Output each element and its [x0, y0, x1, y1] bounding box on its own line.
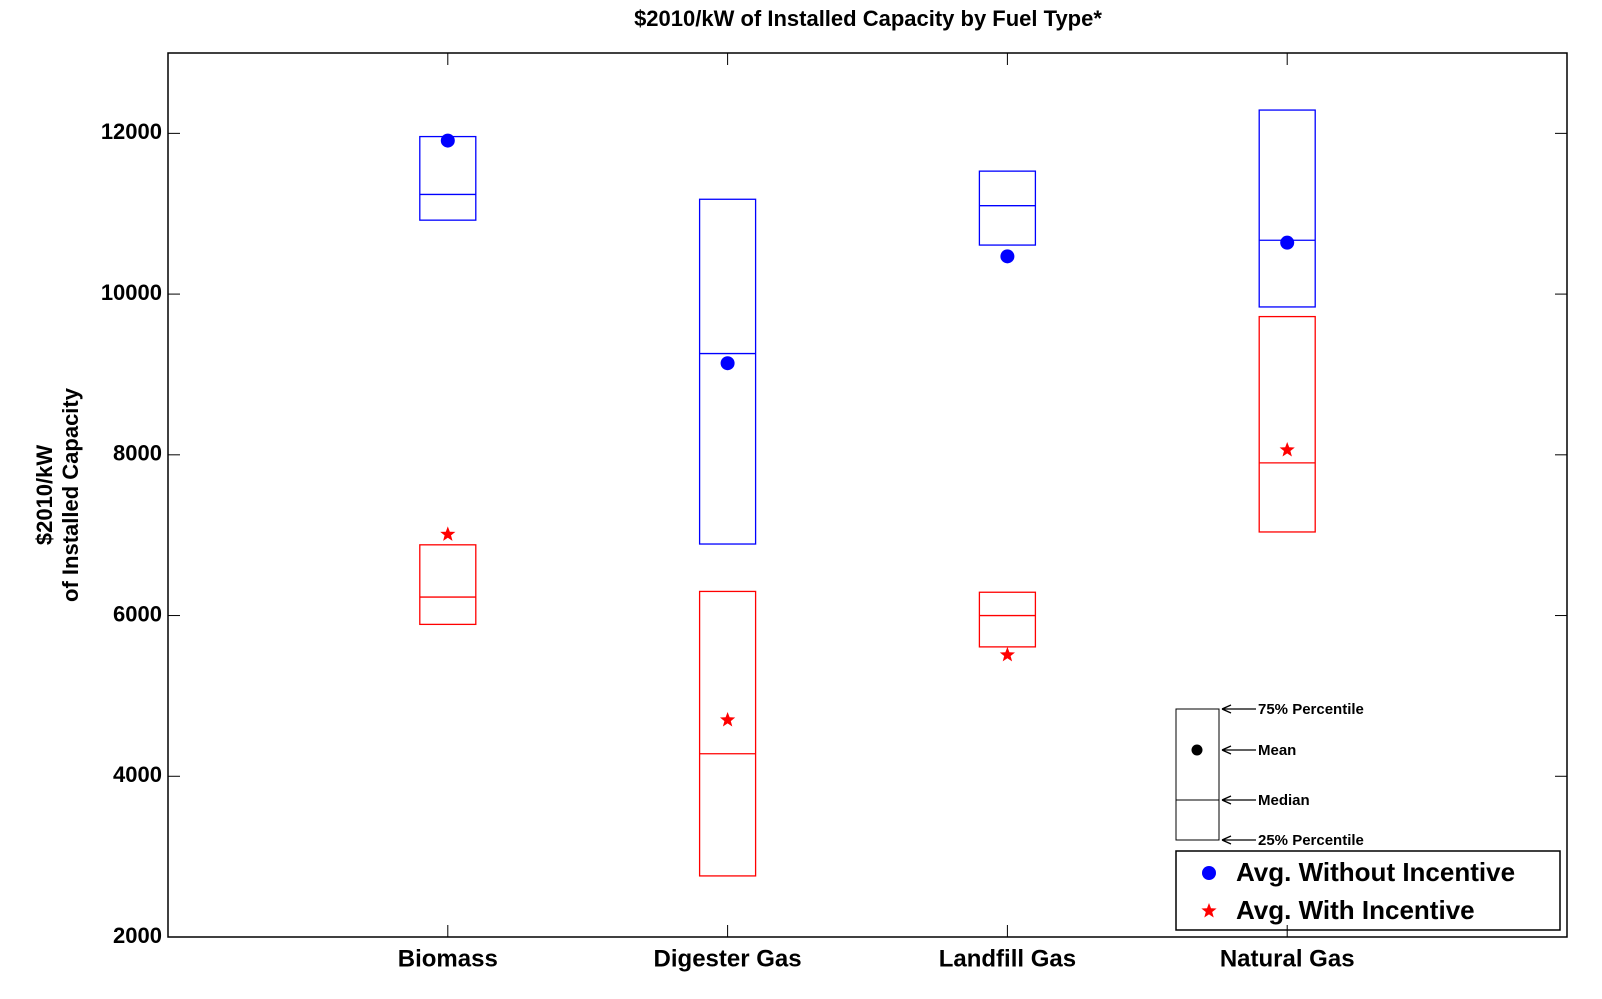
y-tick-label: 10000 [101, 280, 162, 305]
legend [1175, 850, 1561, 931]
x-tick-label: Digester Gas [654, 945, 802, 972]
y-axis-label: $2010/kW [32, 445, 57, 546]
key-label: 75% Percentile [1258, 701, 1364, 718]
key-label: Median [1258, 792, 1310, 809]
legend-marker [1202, 866, 1216, 880]
y-tick-label: 6000 [113, 601, 162, 626]
x-tick-label: Natural Gas [1220, 945, 1355, 972]
box [698, 198, 757, 545]
mean-marker [720, 356, 735, 371]
mean-marker [1000, 249, 1015, 264]
y-tick-label: 2000 [113, 923, 162, 948]
box [1258, 109, 1316, 308]
box-key: 75% Percentile Mean Median 25% Percentil… [1175, 701, 1364, 849]
mean-marker [720, 712, 736, 727]
legend-label: Avg. Without Incentive [1236, 857, 1515, 887]
mean-marker [1280, 235, 1295, 250]
mean-marker [1279, 442, 1295, 457]
key-label: 25% Percentile [1258, 832, 1364, 849]
y-axis-label: of Installed Capacity [58, 387, 83, 602]
plot-frame [167, 52, 1568, 938]
key-label: Mean [1258, 742, 1296, 759]
box [698, 590, 757, 877]
box [419, 135, 477, 221]
y-tick-label: 8000 [113, 441, 162, 466]
y-tick-label: 12000 [101, 119, 162, 144]
key-mean [1191, 744, 1203, 756]
x-tick-label: Biomass [398, 945, 498, 972]
key-box [1175, 708, 1220, 841]
chart-title: $2010/kW of Installed Capacity by Fuel T… [634, 6, 1102, 31]
box [419, 544, 477, 626]
mean-marker [440, 133, 455, 148]
y-tick-label: 4000 [113, 762, 162, 787]
key-arrows [1221, 704, 1256, 845]
legend-label: Avg. With Incentive [1236, 895, 1475, 925]
box [1258, 315, 1316, 533]
box [978, 591, 1037, 648]
box [978, 170, 1037, 246]
x-tick-label: Landfill Gas [939, 945, 1076, 972]
legend-marker [1201, 903, 1217, 918]
mean-marker [999, 646, 1015, 662]
mean-marker [440, 526, 456, 541]
